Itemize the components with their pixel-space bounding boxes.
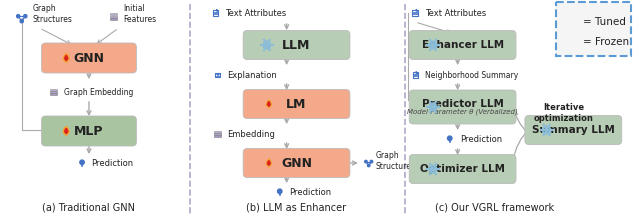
Text: LLM: LLM bbox=[282, 39, 311, 52]
Circle shape bbox=[367, 164, 370, 167]
FancyBboxPatch shape bbox=[412, 10, 418, 16]
Polygon shape bbox=[65, 55, 68, 61]
Polygon shape bbox=[268, 161, 270, 165]
FancyBboxPatch shape bbox=[409, 155, 516, 183]
Text: (b) LLM as Enhancer: (b) LLM as Enhancer bbox=[246, 202, 347, 212]
Text: Prediction: Prediction bbox=[289, 187, 331, 196]
Text: Graph
Structures: Graph Structures bbox=[33, 4, 72, 24]
Polygon shape bbox=[266, 100, 271, 108]
Text: Enhancer LLM: Enhancer LLM bbox=[422, 40, 504, 50]
FancyBboxPatch shape bbox=[413, 72, 417, 78]
Circle shape bbox=[80, 160, 84, 165]
Circle shape bbox=[17, 15, 20, 18]
Text: Embedding: Embedding bbox=[227, 129, 275, 138]
FancyBboxPatch shape bbox=[212, 10, 218, 16]
FancyBboxPatch shape bbox=[50, 89, 56, 90]
FancyBboxPatch shape bbox=[110, 16, 117, 18]
Text: Prediction: Prediction bbox=[460, 134, 502, 144]
Text: = Frozen: = Frozen bbox=[583, 37, 629, 47]
Text: Predictor LLM: Predictor LLM bbox=[422, 99, 504, 109]
Text: Model Parameter θ (Verbalized): Model Parameter θ (Verbalized) bbox=[407, 109, 518, 115]
FancyBboxPatch shape bbox=[110, 13, 117, 15]
Text: (c) Our VGRL framework: (c) Our VGRL framework bbox=[435, 202, 554, 212]
Circle shape bbox=[24, 15, 27, 18]
FancyBboxPatch shape bbox=[50, 93, 56, 95]
FancyBboxPatch shape bbox=[214, 135, 221, 137]
Polygon shape bbox=[65, 128, 68, 134]
Text: GNN: GNN bbox=[74, 52, 104, 65]
FancyBboxPatch shape bbox=[556, 2, 630, 56]
FancyBboxPatch shape bbox=[110, 18, 117, 20]
FancyBboxPatch shape bbox=[525, 116, 621, 144]
Text: Graph
Structures: Graph Structures bbox=[376, 151, 415, 171]
Circle shape bbox=[278, 189, 282, 194]
Circle shape bbox=[447, 136, 452, 140]
Text: Explanation: Explanation bbox=[227, 71, 277, 80]
FancyBboxPatch shape bbox=[409, 90, 516, 124]
Text: Graph Embedding: Graph Embedding bbox=[64, 88, 134, 97]
Text: (a) Traditional GNN: (a) Traditional GNN bbox=[42, 202, 136, 212]
Text: LM: LM bbox=[286, 97, 307, 110]
FancyBboxPatch shape bbox=[215, 73, 220, 77]
FancyBboxPatch shape bbox=[42, 116, 136, 146]
FancyBboxPatch shape bbox=[409, 30, 516, 60]
FancyBboxPatch shape bbox=[50, 91, 56, 93]
Circle shape bbox=[365, 160, 367, 163]
FancyBboxPatch shape bbox=[42, 43, 136, 73]
Polygon shape bbox=[570, 19, 573, 25]
Polygon shape bbox=[63, 127, 69, 136]
Text: Iterative
optimization: Iterative optimization bbox=[534, 103, 593, 123]
FancyBboxPatch shape bbox=[243, 30, 350, 60]
Circle shape bbox=[370, 160, 372, 163]
Text: MLP: MLP bbox=[74, 125, 104, 138]
Text: GNN: GNN bbox=[281, 157, 312, 170]
Text: Text Attributes: Text Attributes bbox=[425, 9, 486, 17]
Text: = Tuned: = Tuned bbox=[583, 17, 626, 27]
Circle shape bbox=[20, 19, 23, 23]
Text: Summary LLM: Summary LLM bbox=[532, 125, 615, 135]
Polygon shape bbox=[568, 17, 575, 27]
Polygon shape bbox=[63, 54, 69, 62]
FancyBboxPatch shape bbox=[214, 133, 221, 135]
Text: Optimizer LLM: Optimizer LLM bbox=[420, 164, 505, 174]
Text: Neighborhood Summary: Neighborhood Summary bbox=[425, 71, 518, 80]
FancyBboxPatch shape bbox=[243, 90, 350, 118]
FancyBboxPatch shape bbox=[243, 149, 350, 177]
Polygon shape bbox=[268, 102, 270, 106]
Text: Text Attributes: Text Attributes bbox=[225, 9, 287, 17]
Text: Initial
Features: Initial Features bbox=[124, 4, 157, 24]
Polygon shape bbox=[266, 159, 271, 167]
Text: Prediction: Prediction bbox=[91, 159, 133, 168]
FancyBboxPatch shape bbox=[214, 131, 221, 133]
